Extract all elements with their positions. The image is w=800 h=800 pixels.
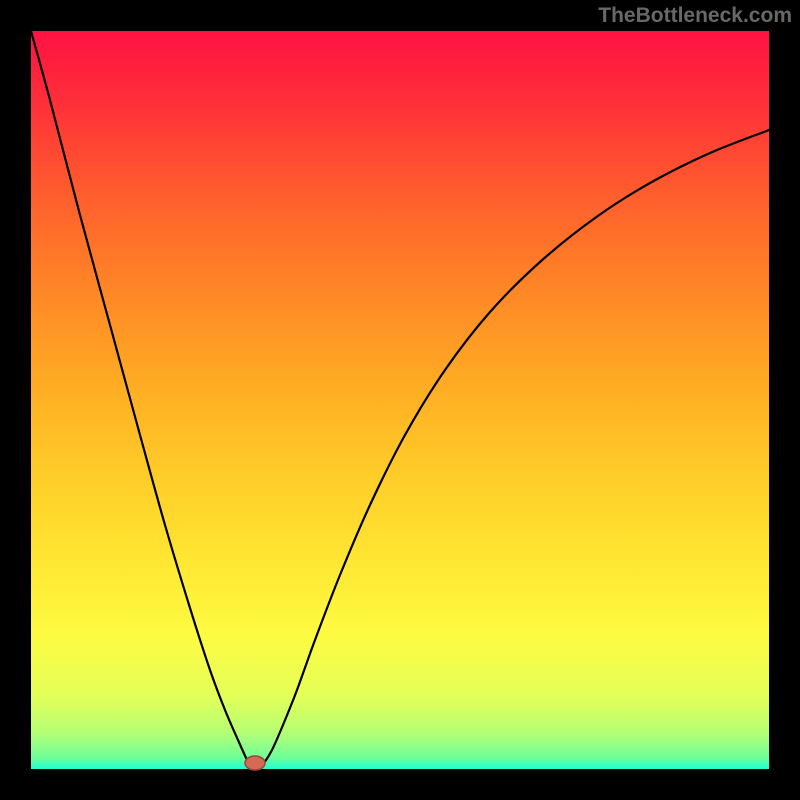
bottleneck-chart: [0, 0, 800, 800]
minimum-marker: [245, 756, 265, 770]
chart-container: TheBottleneck.com: [0, 0, 800, 800]
gradient-background: [31, 31, 769, 769]
watermark-text: TheBottleneck.com: [598, 4, 792, 28]
